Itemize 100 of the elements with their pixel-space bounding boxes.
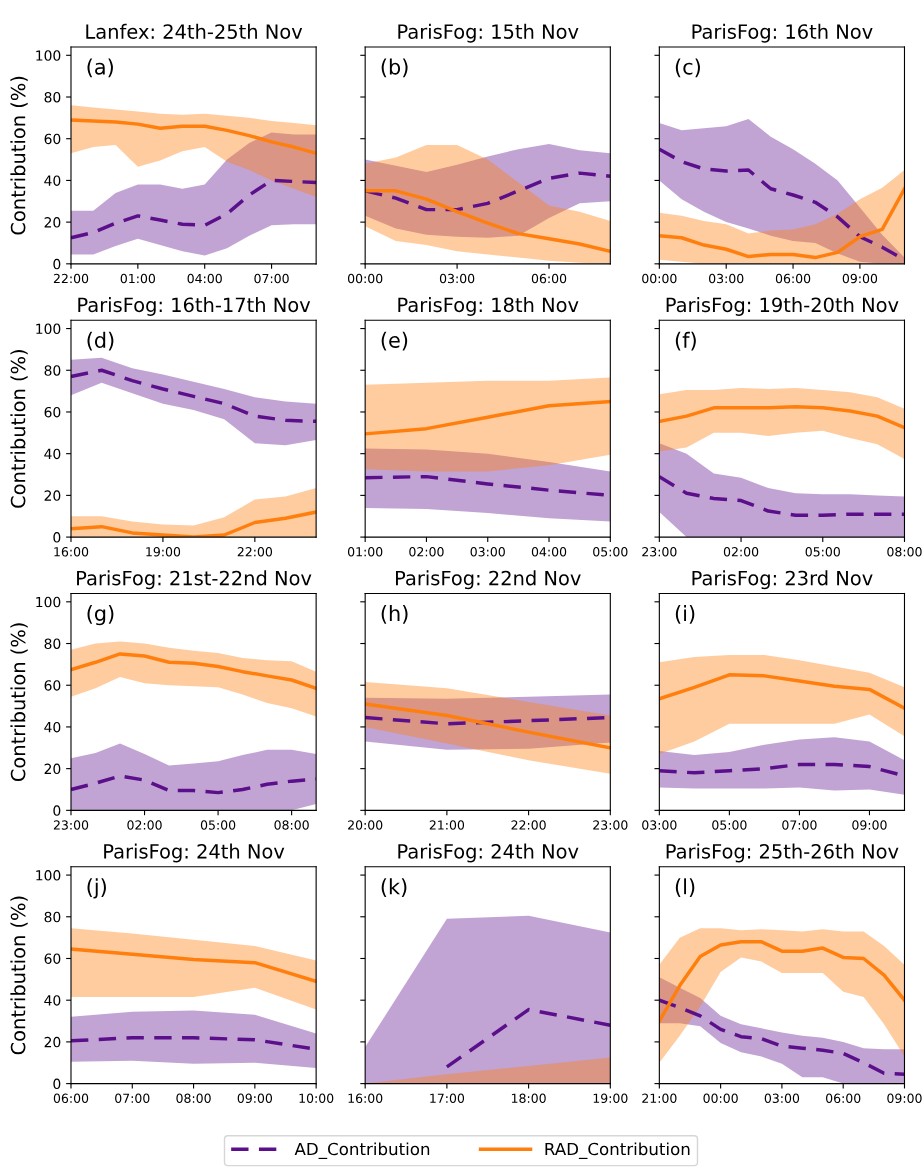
y-tick-label: 0 xyxy=(53,532,61,543)
x-tick-label: 03:00 xyxy=(709,273,744,284)
x-tick-label: 20:00 xyxy=(348,820,383,830)
annotation: (k) xyxy=(381,878,407,897)
annotation: (l) xyxy=(675,878,695,897)
x-tick-label: 05:00 xyxy=(593,547,628,557)
y-tick-label: 40 xyxy=(44,448,61,460)
x-tick-label: 02:00 xyxy=(409,547,444,557)
y-tick-label: 40 xyxy=(44,175,61,186)
y-tick-label: 80 xyxy=(44,638,61,649)
x-tick-label: 05:00 xyxy=(805,547,840,557)
x-tick-label: 04:00 xyxy=(531,547,567,557)
y-tick-label: 20 xyxy=(44,490,61,501)
y-tick-label: 100 xyxy=(36,596,61,608)
x-tick-label: 17:00 xyxy=(430,1093,465,1103)
x-tick-label: 00:00 xyxy=(642,273,677,284)
x-tick-label: 03:00 xyxy=(764,1093,800,1103)
x-tick-label: 21:00 xyxy=(429,820,465,830)
y-axis-title: Contribution (%) xyxy=(10,623,28,782)
line-series xyxy=(70,652,317,691)
legend-label: AD_Contribution xyxy=(294,1142,430,1159)
x-tick-label: 02:00 xyxy=(723,547,759,557)
x-tick-label: 10:00 xyxy=(299,1093,334,1103)
y-axis-title: Contribution (%) xyxy=(10,896,28,1055)
annotation: (j) xyxy=(87,878,106,899)
line-series xyxy=(70,118,317,156)
chart-title: ParisFog: 21st-22nd Nov xyxy=(77,570,312,590)
x-tick-label: 08:00 xyxy=(176,1093,211,1103)
x-tick-label: 07:00 xyxy=(115,1093,150,1103)
y-tick-label: 60 xyxy=(44,133,61,145)
x-tick-label: 05:00 xyxy=(200,820,236,830)
line-series xyxy=(70,947,317,984)
chart-title: ParisFog: 24th Nov xyxy=(104,843,285,863)
legend-label: RAD_Contribution xyxy=(545,1142,690,1159)
x-tick-label: 05:00 xyxy=(712,820,747,830)
y-tick-label: 40 xyxy=(44,995,61,1006)
y-tick-label: 0 xyxy=(53,258,61,270)
y-tick-label: 20 xyxy=(44,1036,61,1048)
x-tick-label: 08:00 xyxy=(274,820,309,830)
y-tick-label: 60 xyxy=(44,680,61,691)
annotation: (h) xyxy=(381,605,408,624)
x-tick-label: 06:00 xyxy=(826,1093,861,1103)
y-tick-label: 0 xyxy=(53,1078,61,1090)
x-tick-label: 00:00 xyxy=(703,1093,738,1103)
x-tick-label: 04:00 xyxy=(187,273,222,284)
x-tick-label: 22:00 xyxy=(511,820,546,830)
annotation: (a) xyxy=(87,58,113,78)
y-tick-label: 100 xyxy=(36,323,61,335)
chart-title: ParisFog: 25th-26th Nov xyxy=(666,843,899,863)
x-tick-label: 01:00 xyxy=(120,273,156,284)
y-tick-label: 100 xyxy=(36,870,61,881)
y-tick-label: 40 xyxy=(44,721,61,733)
y-axis-title: Contribution (%) xyxy=(10,76,28,235)
chart-title: ParisFog: 18th Nov xyxy=(398,297,579,316)
chart-title: Lanfex: 24th-25th Nov xyxy=(86,23,303,39)
x-tick-label: 01:00 xyxy=(347,547,383,557)
y-tick-label: 60 xyxy=(44,953,61,964)
x-tick-label: 21:00 xyxy=(642,1093,677,1103)
annotation: (g) xyxy=(87,605,114,626)
x-tick-label: 07:00 xyxy=(254,273,289,284)
y-tick-label: 0 xyxy=(53,805,61,816)
x-tick-label: 09:00 xyxy=(852,820,887,830)
x-tick-label: 06:00 xyxy=(531,273,567,284)
annotation: (e) xyxy=(381,331,408,351)
x-tick-label: 09:00 xyxy=(842,273,878,284)
x-tick-label: 00:00 xyxy=(347,273,383,284)
x-tick-label: 22:00 xyxy=(237,547,273,557)
chart-title: ParisFog: 24th Nov xyxy=(398,843,579,863)
x-tick-label: 22:00 xyxy=(53,273,89,284)
x-tick-label: 18:00 xyxy=(511,1093,546,1103)
x-tick-label: 09:00 xyxy=(887,1093,922,1103)
x-tick-label: 06:00 xyxy=(53,1093,89,1103)
y-axis-title: Contribution (%) xyxy=(10,350,28,508)
y-tick-label: 80 xyxy=(44,911,61,923)
x-tick-label: 03:00 xyxy=(470,547,505,557)
y-tick-label: 20 xyxy=(44,217,61,228)
chart-title: ParisFog: 15th Nov xyxy=(398,23,579,43)
y-tick-label: 100 xyxy=(36,50,61,61)
x-tick-label: 09:00 xyxy=(237,1093,273,1103)
y-tick-label: 80 xyxy=(44,91,61,103)
chart-title: ParisFog: 16th Nov xyxy=(692,23,873,43)
x-tick-label: 06:00 xyxy=(775,273,811,284)
x-tick-label: 19:00 xyxy=(146,547,181,557)
x-tick-label: 03:00 xyxy=(439,273,475,284)
x-tick-label: 07:00 xyxy=(782,820,817,830)
x-tick-label: 16:00 xyxy=(348,1093,383,1103)
chart-title: ParisFog: 16th-17th Nov xyxy=(78,297,311,316)
x-tick-label: 08:00 xyxy=(887,547,922,557)
annotation: (f) xyxy=(675,331,696,351)
annotation: (i) xyxy=(675,605,695,624)
x-tick-label: 23:00 xyxy=(593,820,628,830)
x-tick-label: 23:00 xyxy=(642,547,677,557)
y-tick-label: 60 xyxy=(44,406,61,418)
x-tick-label: 16:00 xyxy=(54,547,89,557)
chart-title: ParisFog: 19th-20th Nov xyxy=(666,297,899,316)
chart-title: ParisFog: 23rd Nov xyxy=(692,570,873,590)
chart-title: ParisFog: 22nd Nov xyxy=(396,570,581,590)
line-series xyxy=(70,368,317,424)
x-tick-label: 03:00 xyxy=(642,820,677,830)
annotation: (b) xyxy=(381,58,408,78)
